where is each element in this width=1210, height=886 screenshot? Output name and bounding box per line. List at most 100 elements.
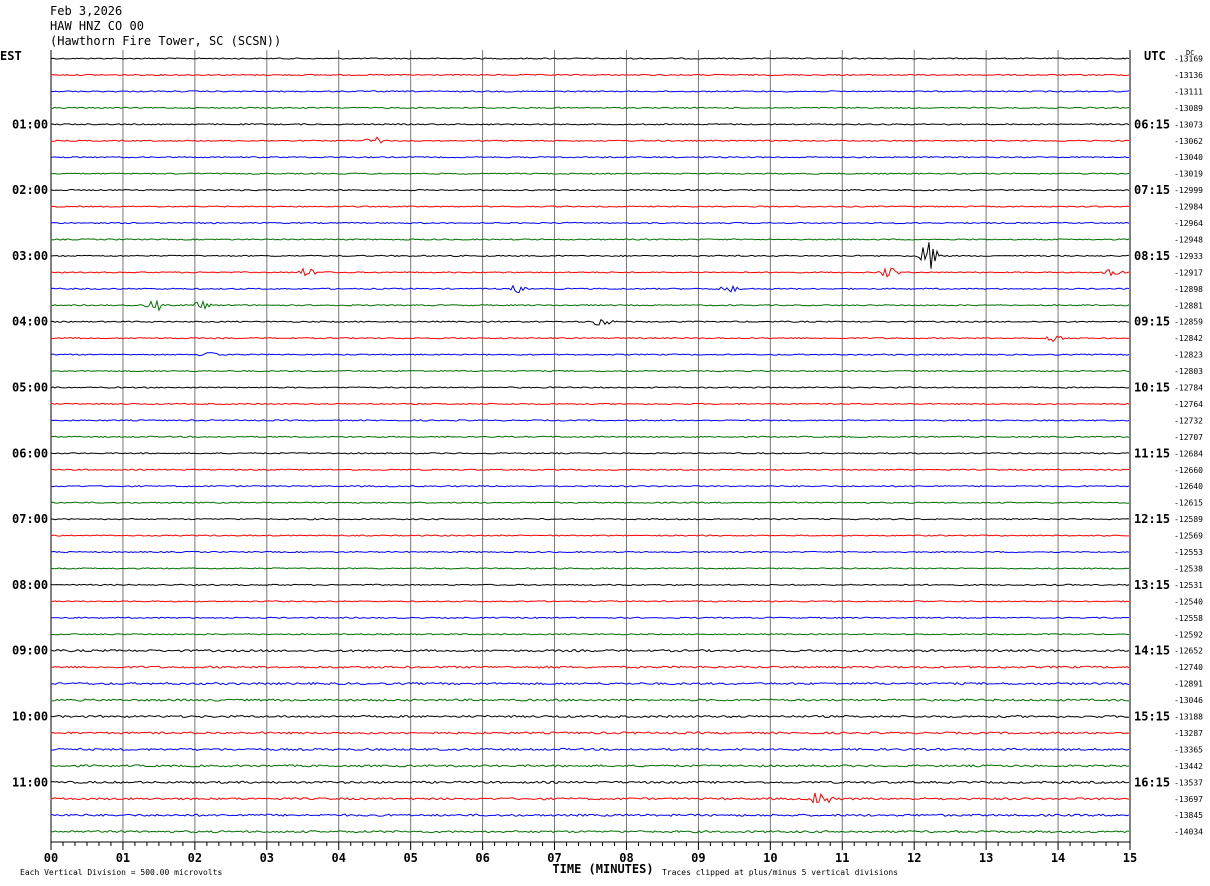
dc-offset-label: -12684 bbox=[1174, 449, 1203, 458]
seismic-trace bbox=[50, 792, 1130, 804]
dc-offset-label: -12803 bbox=[1174, 367, 1203, 376]
clip-note: Traces clipped at plus/minus 5 vertical … bbox=[662, 868, 898, 877]
est-hour-label: 07:00 bbox=[12, 512, 48, 526]
dc-offset-label: -12660 bbox=[1174, 466, 1203, 475]
seismic-trace bbox=[50, 386, 1130, 389]
dc-offset-label: -12592 bbox=[1174, 630, 1203, 639]
seismic-trace bbox=[50, 90, 1130, 93]
dc-offset-label: -12615 bbox=[1174, 499, 1203, 508]
est-hour-label: 03:00 bbox=[12, 249, 48, 263]
x-tick-label: 05 bbox=[403, 851, 417, 865]
dc-offset-label: -12999 bbox=[1174, 186, 1203, 195]
x-tick-label: 11 bbox=[835, 851, 849, 865]
seismic-trace bbox=[50, 830, 1129, 834]
seismic-trace bbox=[50, 299, 1130, 312]
utc-hour-label: 06:15 bbox=[1134, 117, 1170, 131]
dc-offset-label: -13073 bbox=[1174, 120, 1203, 129]
seismic-trace bbox=[50, 335, 1130, 343]
dc-offset-label: -12740 bbox=[1174, 663, 1203, 672]
dc-offset-label: -12823 bbox=[1174, 351, 1203, 360]
x-tick-label: 03 bbox=[260, 851, 274, 865]
dc-offset-label: -12707 bbox=[1174, 433, 1203, 442]
seismic-trace bbox=[50, 369, 1130, 373]
seismic-trace bbox=[50, 452, 1130, 455]
scale-note: Each Vertical Division = 500.00 microvol… bbox=[20, 868, 222, 877]
x-tick-label: 01 bbox=[116, 851, 130, 865]
seismic-trace bbox=[50, 534, 1129, 537]
date-label: Feb 3,2026 bbox=[50, 4, 123, 18]
seismic-trace bbox=[50, 813, 1130, 817]
seismic-trace bbox=[50, 764, 1130, 768]
seismic-trace bbox=[50, 583, 1130, 587]
utc-hour-label: 12:15 bbox=[1134, 512, 1170, 526]
dc-offset-label: -12948 bbox=[1174, 235, 1203, 244]
est-hour-label: 01:00 bbox=[12, 117, 48, 131]
x-tick-label: 02 bbox=[188, 851, 202, 865]
dc-offset-label: -13136 bbox=[1174, 71, 1203, 80]
x-tick-label: 12 bbox=[907, 851, 921, 865]
dc-offset-label: -12569 bbox=[1174, 532, 1203, 541]
seismic-trace bbox=[50, 106, 1130, 109]
seismic-trace bbox=[50, 242, 1130, 269]
dc-offset-label: -12898 bbox=[1174, 285, 1203, 294]
x-tick-label: 09 bbox=[691, 851, 705, 865]
seismic-trace bbox=[50, 419, 1130, 422]
seismic-trace bbox=[50, 600, 1130, 603]
dc-offset-label: -12881 bbox=[1174, 301, 1203, 310]
seismic-trace bbox=[50, 698, 1130, 702]
seismic-trace bbox=[50, 747, 1130, 752]
x-tick-label: 07 bbox=[547, 851, 561, 865]
utc-hour-label: 10:15 bbox=[1134, 381, 1170, 395]
dc-offset-label: -12538 bbox=[1174, 564, 1203, 573]
seismic-trace bbox=[50, 780, 1130, 784]
seismic-trace bbox=[50, 731, 1130, 735]
seismic-trace bbox=[50, 57, 1130, 60]
est-hour-label: 09:00 bbox=[12, 644, 48, 658]
seismic-trace bbox=[50, 633, 1130, 636]
seismic-trace bbox=[50, 616, 1130, 619]
seismic-trace bbox=[50, 352, 1130, 357]
location-label: (Hawthorn Fire Tower, SC (SCSN)) bbox=[50, 34, 282, 48]
seismic-trace bbox=[50, 267, 1130, 278]
dc-offset-label: -13089 bbox=[1174, 104, 1203, 113]
seismic-trace bbox=[50, 156, 1130, 159]
est-hour-label: 10:00 bbox=[12, 710, 48, 724]
dc-offset-label: -13697 bbox=[1174, 795, 1203, 804]
dc-offset-label: -13537 bbox=[1174, 778, 1203, 787]
dc-offset-label: -12842 bbox=[1174, 334, 1203, 343]
seismic-trace bbox=[50, 188, 1130, 192]
x-axis-title: TIME (MINUTES) bbox=[552, 862, 653, 876]
seismic-trace bbox=[50, 284, 1130, 294]
seismic-trace bbox=[50, 567, 1129, 570]
dc-offset-label: -12652 bbox=[1174, 647, 1203, 656]
dc-offset-label: -12553 bbox=[1174, 548, 1203, 557]
utc-hour-label: 16:15 bbox=[1134, 775, 1170, 789]
est-hour-label: 04:00 bbox=[12, 315, 48, 329]
dc-offset-label: -12984 bbox=[1174, 203, 1203, 212]
dc-offset-label: -14034 bbox=[1174, 828, 1203, 837]
seismic-trace bbox=[50, 485, 1130, 488]
dc-offset-label: -13442 bbox=[1174, 762, 1203, 771]
dc-offset-label: -12640 bbox=[1174, 482, 1203, 491]
utc-hour-label: 07:15 bbox=[1134, 183, 1170, 197]
dc-offset-label: -13365 bbox=[1174, 745, 1203, 754]
dc-offset-label: -13169 bbox=[1174, 55, 1203, 64]
dc-offset-label: -12589 bbox=[1174, 515, 1203, 524]
dc-offset-label: -12933 bbox=[1174, 252, 1203, 261]
dc-offset-label: -13845 bbox=[1174, 811, 1203, 820]
est-hour-label: 11:00 bbox=[12, 775, 48, 789]
est-axis-label: EST bbox=[0, 49, 22, 63]
seismic-trace bbox=[50, 238, 1130, 241]
seismic-trace bbox=[50, 665, 1130, 669]
x-tick-label: 04 bbox=[332, 851, 346, 865]
dc-offset-label: -13111 bbox=[1174, 87, 1203, 96]
seismic-trace bbox=[50, 714, 1130, 719]
dc-offset-label: -12891 bbox=[1174, 680, 1203, 689]
utc-axis-label: UTC bbox=[1144, 49, 1166, 63]
dc-offset-label: -13046 bbox=[1174, 696, 1203, 705]
dc-offset-label: -12784 bbox=[1174, 384, 1203, 393]
est-hour-label: 02:00 bbox=[12, 183, 48, 197]
utc-hour-label: 13:15 bbox=[1134, 578, 1170, 592]
dc-label: DC bbox=[1186, 49, 1194, 57]
